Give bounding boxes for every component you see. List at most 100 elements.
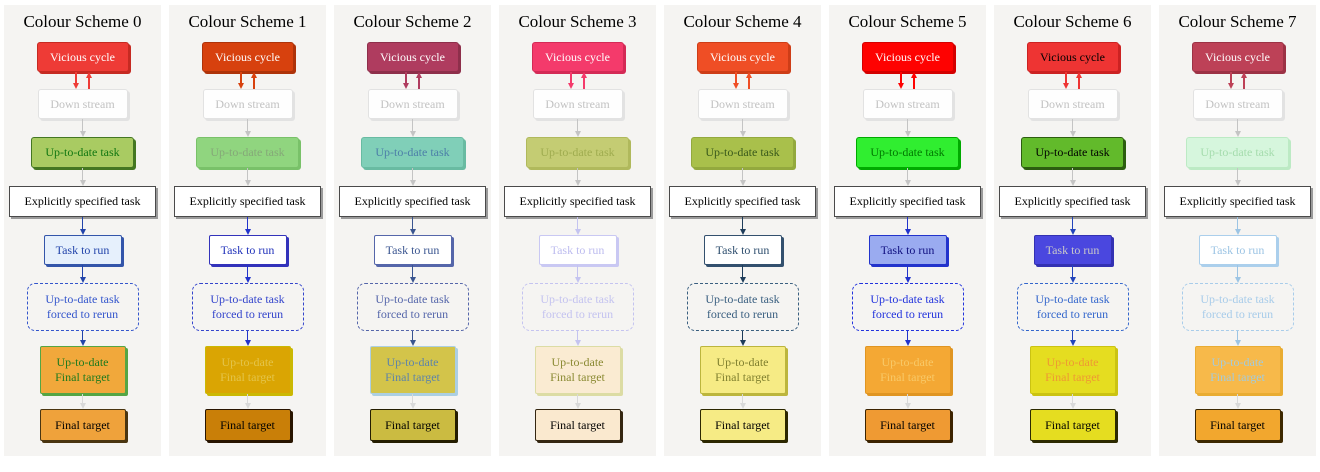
node-label: Up-to-date task [705,292,780,307]
cycle-arrows-icon [403,72,422,89]
arrow-down-icon [1234,217,1241,235]
arrow-head [739,180,746,186]
node-label: Final target [715,417,770,432]
node-label: Up-to-date [56,355,109,370]
arrow-head [244,180,251,186]
arrow-up-icon [746,72,752,89]
arrow-shaft [583,78,585,89]
scheme-panel: Colour Scheme 3 Vicious cycle Down strea… [499,5,656,456]
arrow-down-icon [79,119,86,137]
node-label: Final target [220,417,275,432]
node-down-stream: Down stream [1192,89,1283,119]
node-explicitly-specified-task: Explicitly specified task [504,186,651,217]
node-explicitly-specified-task: Explicitly specified task [9,186,156,217]
arrow-down-icon [409,265,416,283]
arrow-shaft [906,119,909,131]
arrow-shaft [1236,331,1239,340]
node-vicious-cycle: Vicious cycle [201,42,294,72]
arrow-head [904,180,911,186]
arrow-head [1234,131,1241,137]
arrow-down-icon [244,265,251,283]
arrow-shaft [411,394,414,403]
node-label: Final target [715,370,770,384]
node-label: Explicitly specified task [684,194,801,209]
arrow-down-icon [574,168,581,186]
node-task-to-run: Task to run [373,235,452,265]
arrow-shaft [906,217,909,229]
node-label: Final target [1210,417,1265,432]
node-label: Explicitly specified task [519,194,636,209]
arrow-down-icon [1069,331,1076,346]
arrow-down-icon [409,119,416,137]
node-label: forced to rerun [871,307,944,321]
arrow-head [581,72,587,78]
arrow-head [79,180,86,186]
node-task-to-run: Task to run [1198,235,1277,265]
arrow-head [79,277,86,283]
arrow-head [244,277,251,283]
arrow-down-icon [568,72,574,89]
arrow-down-icon [904,168,911,186]
arrow-down-icon [904,331,911,346]
arrow-head [1069,229,1076,235]
arrow-up-icon [251,72,257,89]
arrow-head [1234,277,1241,283]
arrow-shaft [906,394,909,403]
arrow-shaft [741,119,744,131]
arrow-head [79,131,86,137]
node-label: Explicitly specified task [24,194,141,209]
arrow-head [574,131,581,137]
node-label: Up-to-date task [870,145,945,160]
arrow-down-icon [409,394,416,409]
arrow-down-icon [574,119,581,137]
arrow-shaft [748,78,750,89]
arrow-head [79,403,86,409]
arrow-down-icon [1069,119,1076,137]
arrow-shaft [81,331,84,340]
arrow-down-icon [739,217,746,235]
node-up-to-date-final-target: Up-to-date Final target [699,346,786,394]
arrow-down-icon [1063,72,1069,89]
arrow-shaft [906,168,909,180]
node-label: Final target [1045,417,1100,432]
node-up-to-date-final-target: Up-to-date Final target [369,346,456,394]
node-explicitly-specified-task: Explicitly specified task [174,186,321,217]
arrow-shaft [81,168,84,180]
node-task-to-run: Task to run [703,235,782,265]
arrow-head [409,229,416,235]
arrow-down-icon [1069,394,1076,409]
node-label: Final target [220,370,275,384]
arrow-down-icon [79,394,86,409]
arrow-down-icon [1234,119,1241,137]
arrow-head [739,229,746,235]
node-down-stream: Down stream [367,89,458,119]
scheme-title: Colour Scheme 3 [518,12,637,31]
node-label: Final target [385,370,440,384]
arrow-shaft [735,72,737,83]
node-up-to-date-task: Up-to-date task [1186,137,1289,168]
arrow-shaft [1071,394,1074,403]
node-down-stream: Down stream [532,89,623,119]
arrow-shaft [906,331,909,340]
arrow-shaft [906,265,909,277]
node-label: Up-to-date task [210,145,285,160]
arrow-down-icon [244,168,251,186]
node-final-target: Final target [1194,409,1281,441]
node-final-target: Final target [369,409,456,441]
node-vicious-cycle: Vicious cycle [861,42,954,72]
arrow-shaft [1071,217,1074,229]
arrow-shaft [246,119,249,131]
node-label: Final target [550,417,605,432]
node-label: Vicious cycle [1040,49,1105,64]
arrow-head [574,277,581,283]
scheme-panel: Colour Scheme 2 Vicious cycle Down strea… [334,5,491,456]
node-label: Task to run [715,242,770,257]
node-task-to-run: Task to run [538,235,617,265]
arrow-down-icon [904,265,911,283]
arrow-shaft [81,394,84,403]
node-label: Up-to-date task [1200,292,1275,307]
arrow-down-icon [1234,331,1241,346]
arrow-down-icon [904,119,911,137]
arrow-shaft [1236,265,1239,277]
arrow-shaft [1236,394,1239,403]
